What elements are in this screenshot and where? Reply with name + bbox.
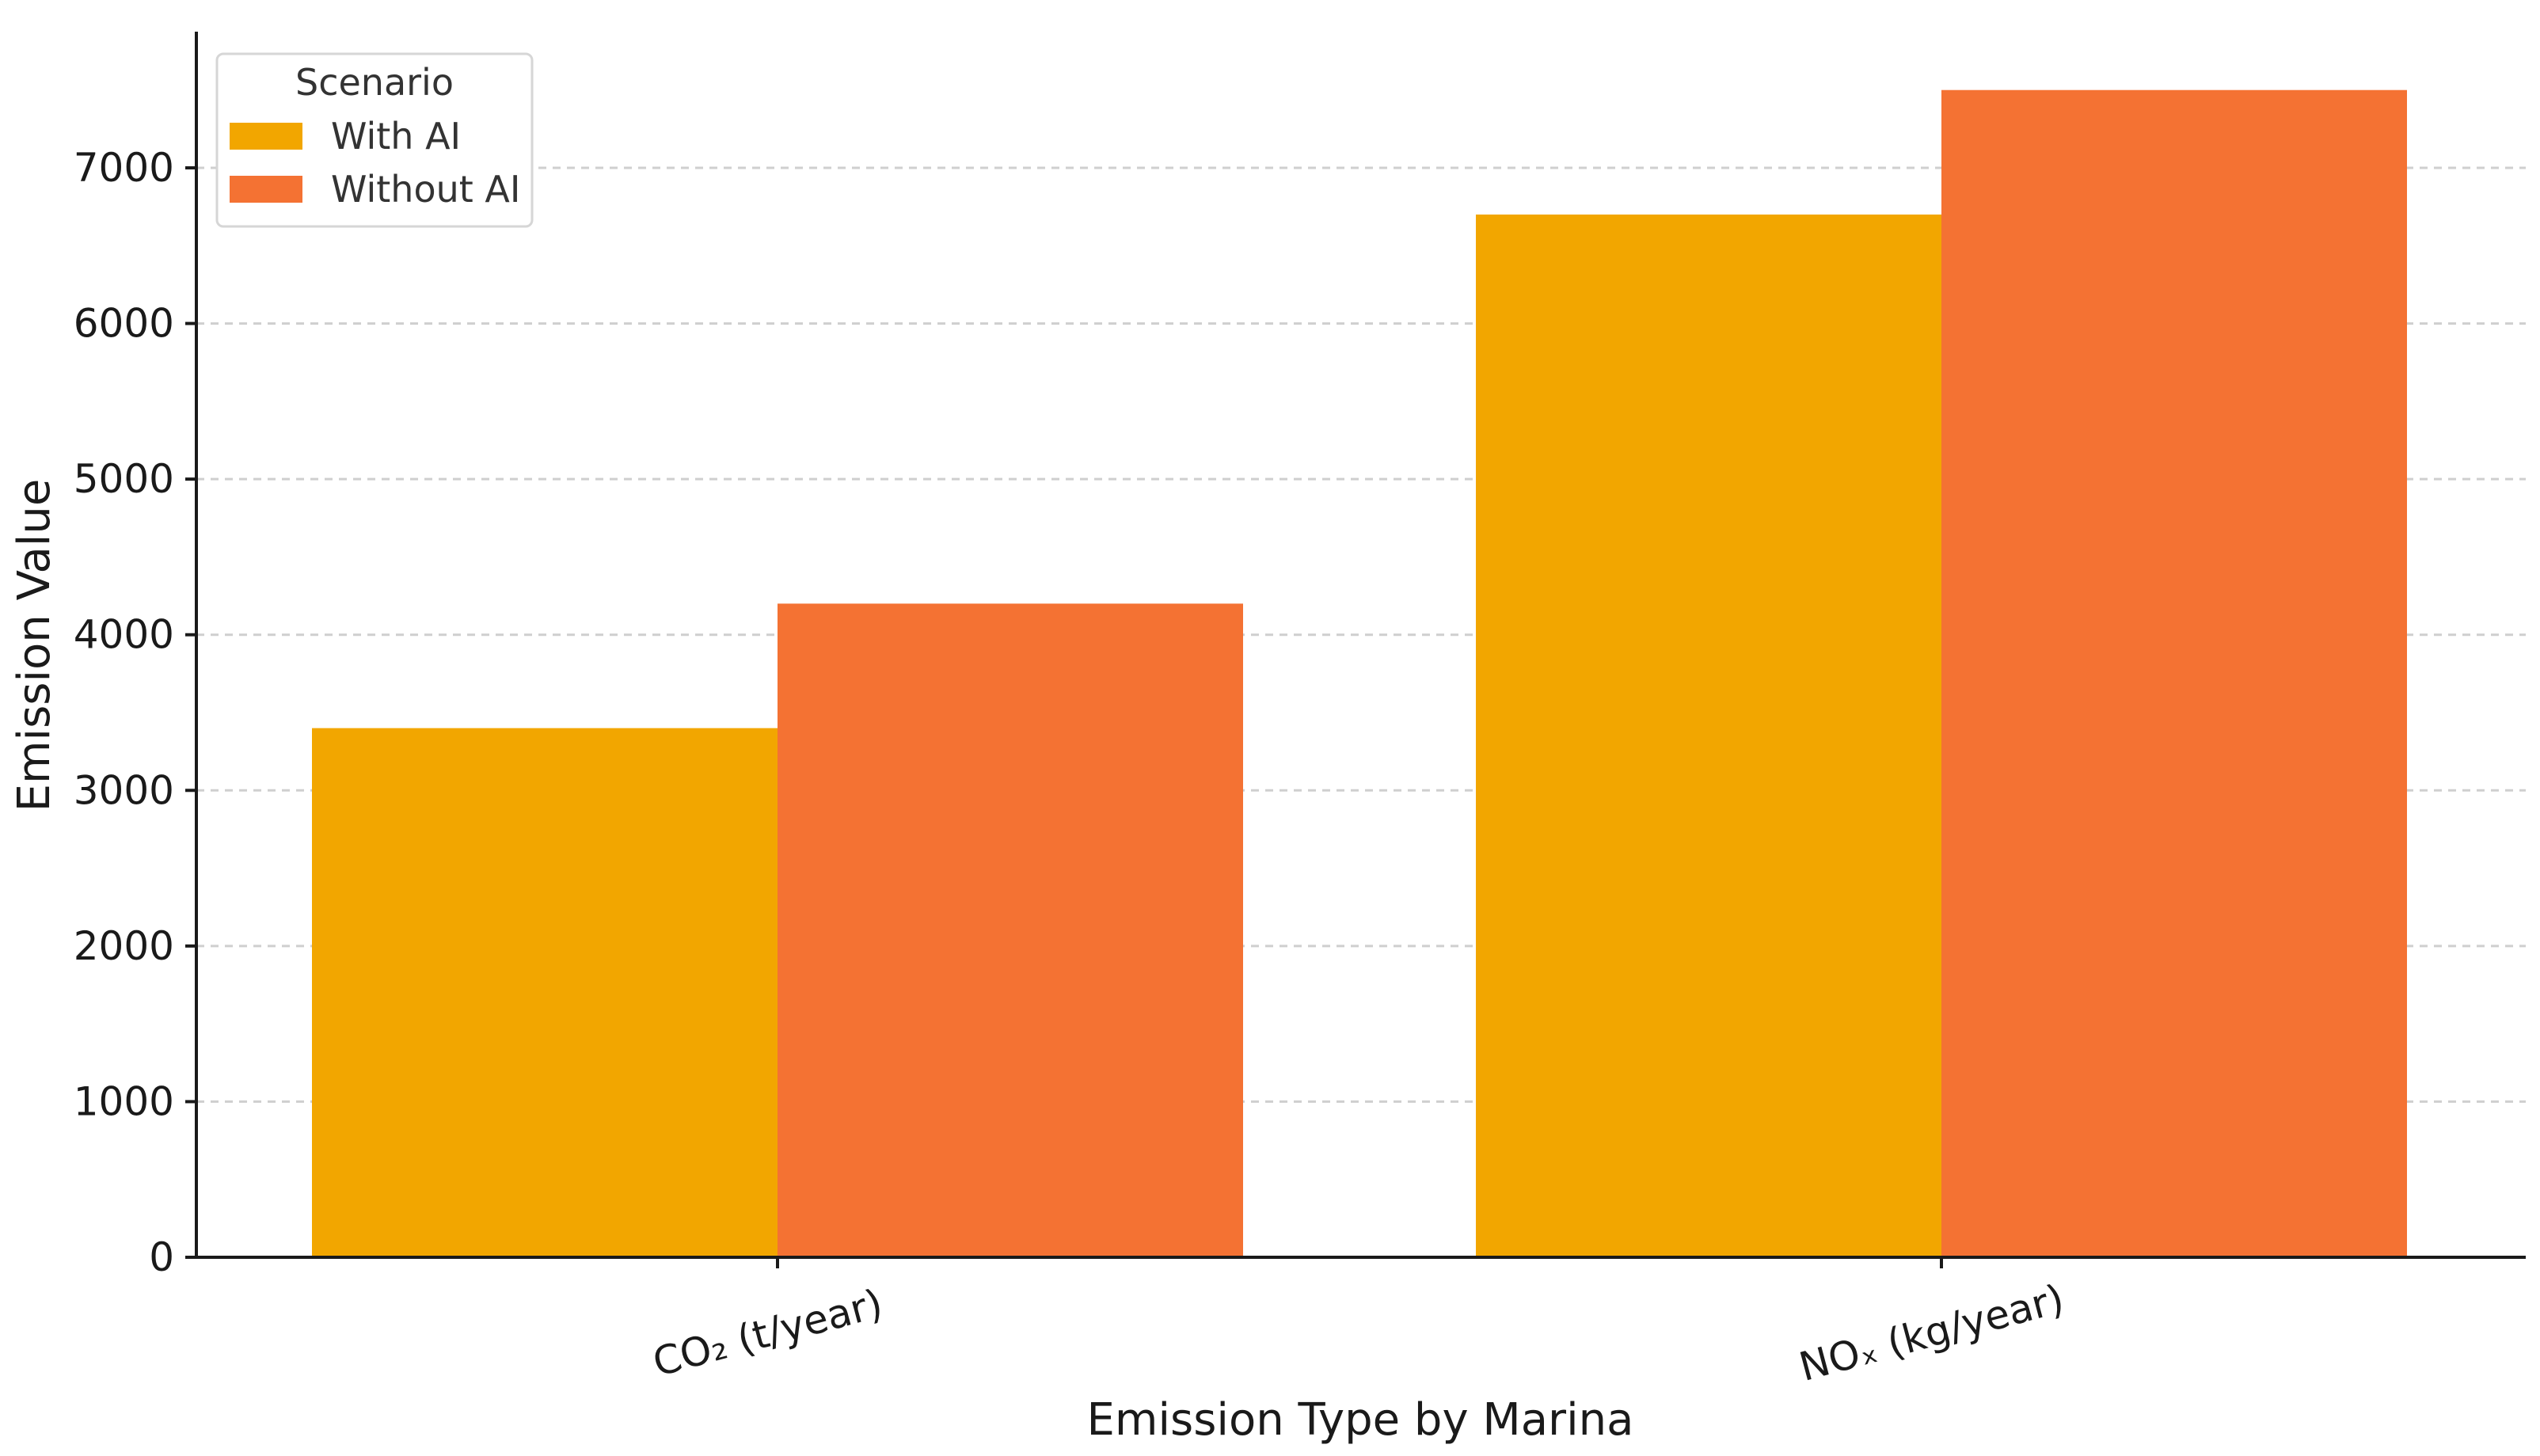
legend-swatch-with-ai xyxy=(230,123,302,150)
y-tick-label: 1000 xyxy=(74,1078,174,1124)
x-axis-title: Emission Type by Marina xyxy=(1087,1394,1634,1446)
y-tick-label: 7000 xyxy=(74,145,174,191)
x-tick-label: NOₓ (kg/year) xyxy=(1794,1275,2068,1390)
bar-without-ai-1 xyxy=(1941,89,2407,1258)
y-tick-label: 3000 xyxy=(74,767,174,813)
legend-title: Scenario xyxy=(295,61,454,104)
y-axis-title: Emission Value xyxy=(9,479,60,812)
legend-label-with-ai: With AI xyxy=(331,115,461,158)
bars-layer xyxy=(312,89,2407,1258)
y-tick-labels: 0 1000 2000 3000 4000 5000 6000 7000 xyxy=(74,145,196,1280)
x-tick-label: CO₂ (t/year) xyxy=(648,1280,888,1386)
bar-with-ai-1 xyxy=(1476,214,1941,1257)
bar-without-ai-0 xyxy=(778,603,1243,1257)
y-tick-label: 2000 xyxy=(74,923,174,969)
y-tick-label: 6000 xyxy=(74,301,174,347)
legend-label-without-ai: Without AI xyxy=(331,168,520,211)
legend-swatch-without-ai xyxy=(230,176,302,203)
y-tick-label: 4000 xyxy=(74,612,174,658)
legend: Scenario With AI Without AI xyxy=(215,52,534,228)
bar-with-ai-0 xyxy=(312,728,778,1257)
y-tick-label: 5000 xyxy=(74,456,174,502)
x-tick-labels: CO₂ (t/year) NOₓ (kg/year) xyxy=(648,1257,2069,1390)
axes-layer xyxy=(195,32,2526,1259)
y-tick-label: 0 xyxy=(149,1234,174,1280)
